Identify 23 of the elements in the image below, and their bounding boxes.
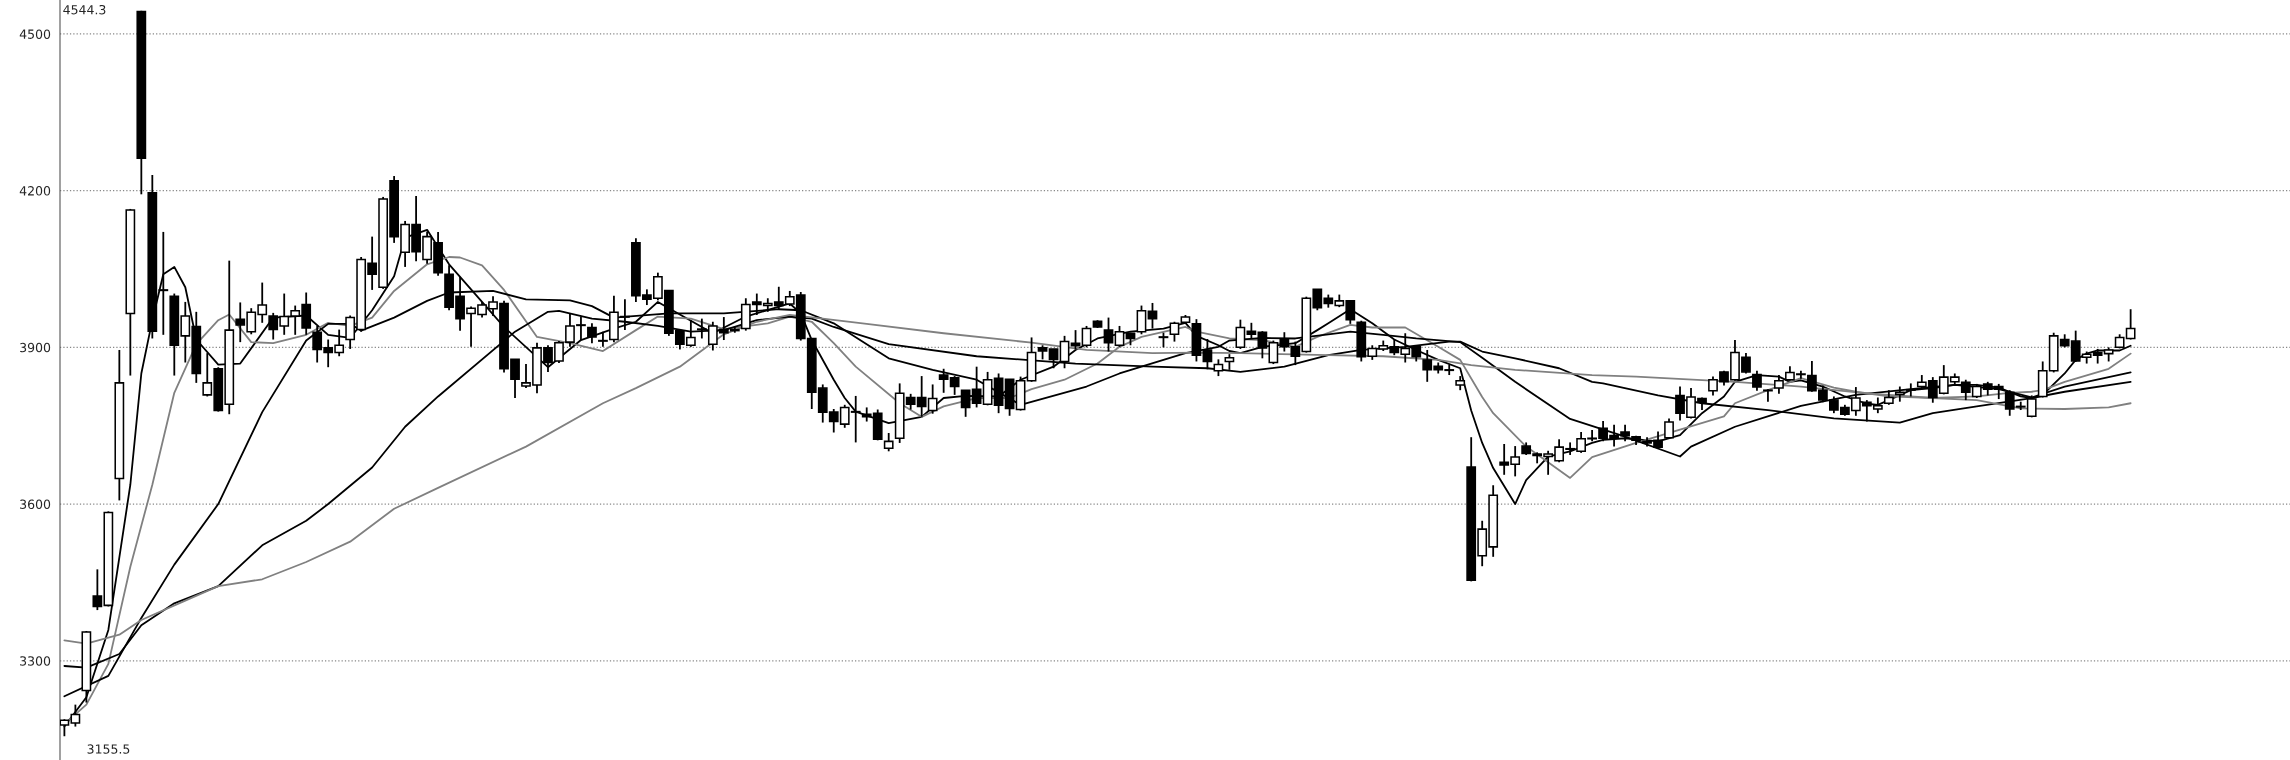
candlestick: [1070, 329, 1081, 351]
candlestick: [1136, 304, 1147, 336]
candlestick: [1202, 338, 1213, 371]
candlestick: [1763, 388, 1773, 403]
y-tick-label: 3300: [20, 656, 51, 666]
candlestick: [1048, 348, 1059, 370]
candlestick: [598, 330, 608, 348]
y-tick-label: 4500: [19, 29, 51, 39]
candlestick: [1114, 325, 1125, 348]
y-tick-label: 3600: [20, 499, 51, 509]
y-tick-label: 3900: [20, 342, 51, 353]
candlestick: [1103, 316, 1114, 353]
candlestick: [1081, 325, 1092, 349]
annotation: 4544.3: [63, 4, 106, 15]
candlestick: [1169, 320, 1180, 343]
candlestick: [1905, 382, 1916, 398]
y-tick-label: 4200: [19, 186, 51, 196]
candlestick: [1059, 334, 1070, 370]
candlestick: [587, 322, 597, 345]
candlestick: [1664, 417, 1674, 440]
candlestick: [883, 432, 894, 453]
annotation: 3155.5: [87, 744, 130, 754]
candlestick: [1752, 369, 1762, 392]
